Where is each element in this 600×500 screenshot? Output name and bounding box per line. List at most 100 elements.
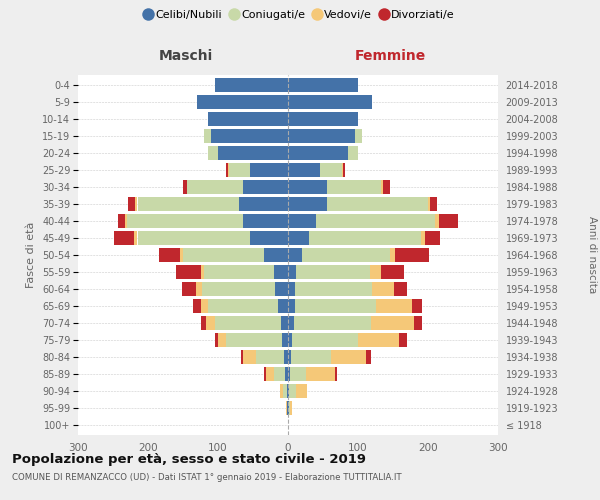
Bar <box>226 163 228 177</box>
Bar <box>288 197 326 211</box>
Bar <box>343 163 345 177</box>
Bar <box>289 401 290 415</box>
Bar <box>394 282 407 296</box>
Bar <box>274 265 288 279</box>
Bar <box>187 180 242 194</box>
Bar <box>197 95 288 109</box>
Bar <box>320 163 342 177</box>
Bar <box>118 214 125 228</box>
Bar <box>183 180 187 194</box>
Bar <box>430 197 437 211</box>
Bar <box>193 299 201 313</box>
Bar <box>128 197 136 211</box>
Bar <box>292 333 358 347</box>
Bar <box>398 333 407 347</box>
Bar <box>204 265 274 279</box>
Bar <box>381 180 383 194</box>
Bar <box>115 231 134 245</box>
Bar <box>331 350 367 364</box>
Bar <box>208 146 218 160</box>
Bar <box>389 248 395 262</box>
Bar <box>428 197 430 211</box>
Bar <box>200 265 204 279</box>
Bar <box>250 163 288 177</box>
Bar <box>295 299 376 313</box>
Text: Popolazione per età, sesso e stato civile - 2019: Popolazione per età, sesso e stato civil… <box>12 452 366 466</box>
Bar <box>183 248 263 262</box>
Bar <box>280 384 283 398</box>
Bar <box>288 214 316 228</box>
Bar <box>381 265 404 279</box>
Bar <box>435 214 439 228</box>
Bar <box>288 180 326 194</box>
Bar <box>290 367 305 381</box>
Bar <box>288 282 295 296</box>
Bar <box>243 350 256 364</box>
Bar <box>136 197 137 211</box>
Bar <box>176 265 200 279</box>
Legend: Celibi/Nubili, Coniugati/e, Vedovi/e, Divorziati/e: Celibi/Nubili, Coniugati/e, Vedovi/e, Di… <box>141 6 459 25</box>
Bar <box>347 146 358 160</box>
Bar <box>372 282 394 296</box>
Bar <box>263 248 288 262</box>
Bar <box>371 316 414 330</box>
Bar <box>229 163 250 177</box>
Bar <box>383 180 389 194</box>
Bar <box>287 401 288 415</box>
Bar <box>134 231 137 245</box>
Bar <box>274 367 284 381</box>
Bar <box>286 401 287 415</box>
Bar <box>414 316 422 330</box>
Bar <box>335 367 337 381</box>
Bar <box>342 163 343 177</box>
Bar <box>196 282 202 296</box>
Bar <box>204 129 211 143</box>
Bar <box>288 163 320 177</box>
Bar <box>283 384 287 398</box>
Bar <box>288 248 302 262</box>
Bar <box>316 214 435 228</box>
Bar <box>250 231 288 245</box>
Bar <box>137 197 239 211</box>
Bar <box>288 384 289 398</box>
Bar <box>215 78 288 92</box>
Bar <box>211 129 288 143</box>
Bar <box>288 316 293 330</box>
Bar <box>201 299 208 313</box>
Bar <box>242 214 288 228</box>
Bar <box>355 129 361 143</box>
Bar <box>370 265 381 279</box>
Bar <box>226 333 283 347</box>
Bar <box>288 129 355 143</box>
Bar <box>241 350 243 364</box>
Bar <box>288 401 289 415</box>
Bar <box>218 146 288 160</box>
Bar <box>288 112 358 126</box>
Bar <box>439 214 458 228</box>
Bar <box>289 384 296 398</box>
Text: COMUNE DI REMANZACCO (UD) - Dati ISTAT 1° gennaio 2019 - Elaborazione TUTTITALIA: COMUNE DI REMANZACCO (UD) - Dati ISTAT 1… <box>12 472 401 482</box>
Bar <box>288 231 309 245</box>
Bar <box>137 231 250 245</box>
Bar <box>288 367 290 381</box>
Bar <box>127 214 242 228</box>
Bar <box>287 384 288 398</box>
Bar <box>288 299 295 313</box>
Bar <box>421 231 425 245</box>
Bar <box>228 163 229 177</box>
Text: Anni di nascita: Anni di nascita <box>587 216 597 294</box>
Bar <box>376 299 412 313</box>
Bar <box>412 299 422 313</box>
Bar <box>296 265 370 279</box>
Bar <box>291 350 331 364</box>
Bar <box>305 367 335 381</box>
Bar <box>125 214 127 228</box>
Bar <box>309 231 421 245</box>
Bar <box>256 350 284 364</box>
Y-axis label: Fasce di età: Fasce di età <box>26 222 37 288</box>
Bar <box>288 265 296 279</box>
Bar <box>284 350 288 364</box>
Bar <box>202 282 275 296</box>
Bar <box>182 282 196 296</box>
Bar <box>395 248 429 262</box>
